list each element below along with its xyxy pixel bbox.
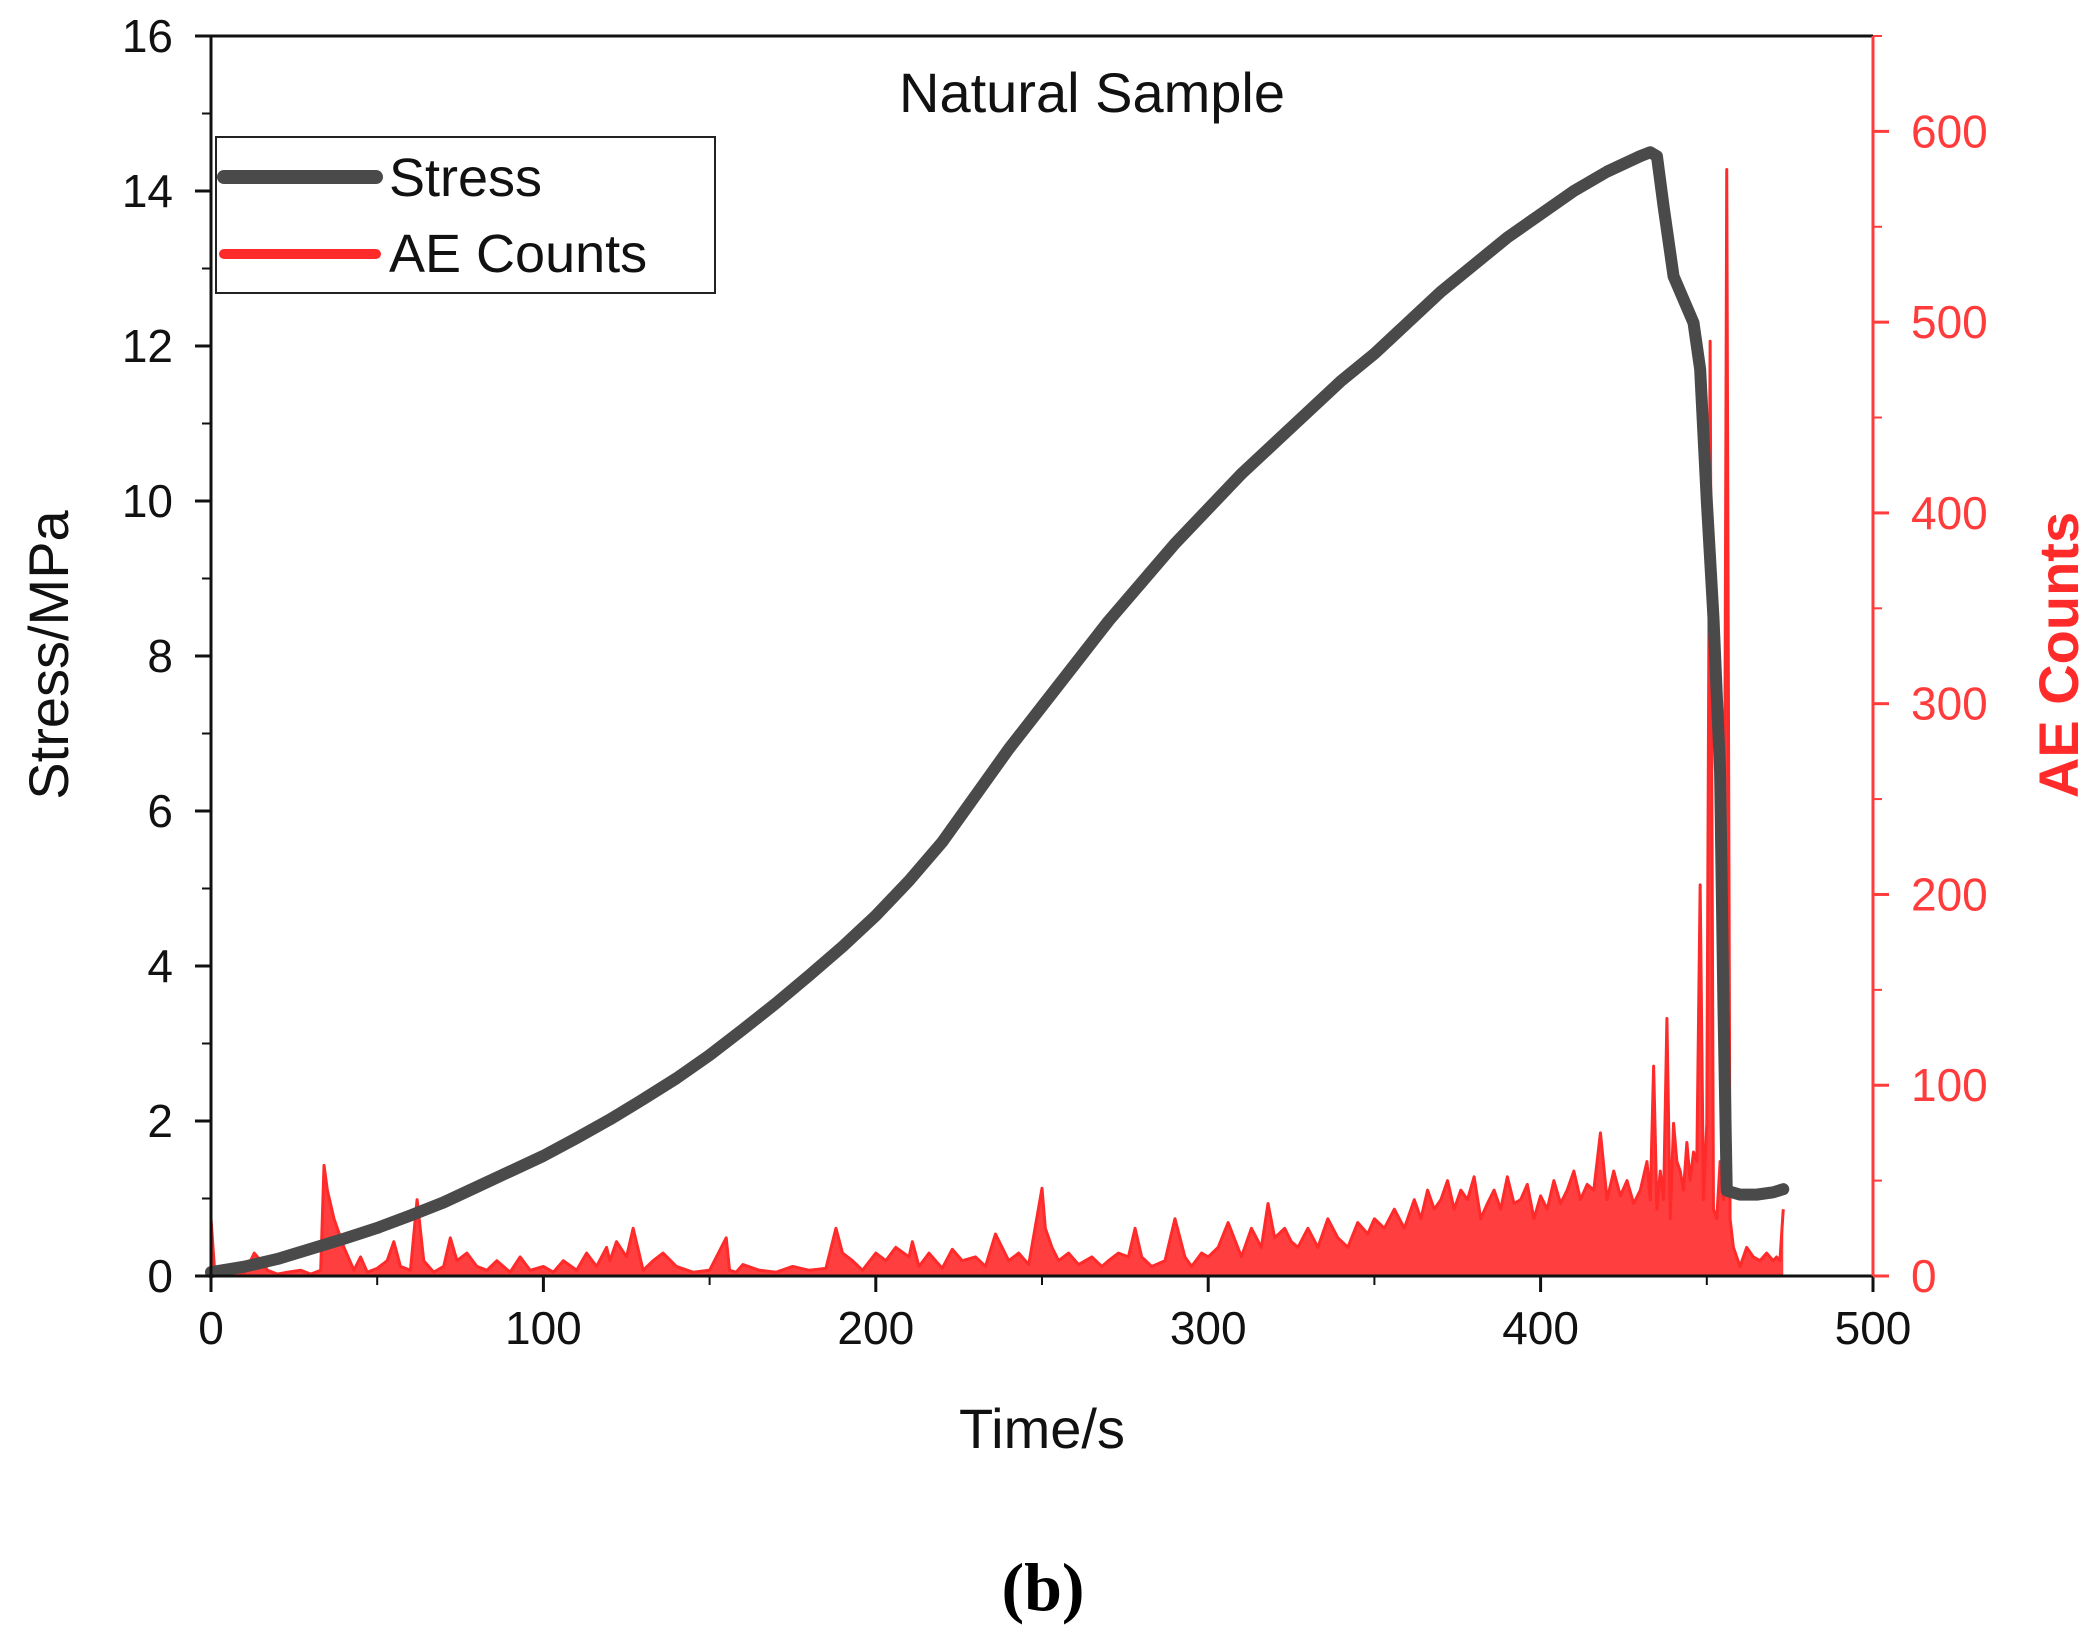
x-tick-label: 400 bbox=[1502, 1302, 1579, 1354]
y2-tick-label: 100 bbox=[1911, 1059, 1988, 1111]
y2-tick-label: 400 bbox=[1911, 487, 1988, 539]
legend-stress-label: Stress bbox=[389, 148, 542, 208]
x-tick-label: 300 bbox=[1170, 1302, 1247, 1354]
y-tick-label: 6 bbox=[147, 785, 173, 837]
y-tick-label: 2 bbox=[147, 1095, 173, 1147]
chart-title: Natural Sample bbox=[899, 61, 1285, 124]
legend-ae-label: AE Counts bbox=[389, 224, 647, 284]
x-axis-title: Time/s bbox=[959, 1397, 1125, 1460]
y2-tick-label: 200 bbox=[1911, 868, 1988, 920]
ticks: 0 100 200 300 400 500024681012141601002003004… bbox=[122, 10, 1988, 1354]
y-tick-label: 10 bbox=[122, 475, 173, 527]
y-tick-label: 14 bbox=[122, 165, 173, 217]
stress-series bbox=[205, 146, 1790, 1279]
ae-counts-area bbox=[211, 169, 1784, 1277]
x-tick-label: 0 bbox=[198, 1302, 224, 1354]
x-tick-label: 200 bbox=[837, 1302, 914, 1354]
ae-counts-line bbox=[209, 168, 1785, 1276]
y-tick-label: 0 bbox=[147, 1250, 173, 1302]
y-tick-label: 16 bbox=[122, 10, 173, 62]
y2-tick-label: 600 bbox=[1911, 105, 1988, 157]
x-tick-label: 100 bbox=[505, 1302, 582, 1354]
ae-counts-series bbox=[209, 168, 1785, 1277]
x-tick-label: 500 bbox=[1835, 1302, 1912, 1354]
y-tick-label: 12 bbox=[122, 320, 173, 372]
y2-tick-label: 300 bbox=[1911, 678, 1988, 730]
y-axis-title: Stress/MPa bbox=[17, 509, 80, 799]
legend: Stress AE Counts bbox=[215, 136, 716, 294]
y-tick-label: 4 bbox=[147, 940, 173, 992]
y2-tick-label: 0 bbox=[1911, 1250, 1937, 1302]
y-tick-label: 8 bbox=[147, 630, 173, 682]
legend-box bbox=[215, 136, 716, 294]
y2-axis-title: AE Counts bbox=[2027, 512, 2086, 798]
y2-tick-label: 500 bbox=[1911, 296, 1988, 348]
stress-line bbox=[205, 146, 1790, 1279]
figure-label: (b) bbox=[1001, 1549, 1085, 1625]
